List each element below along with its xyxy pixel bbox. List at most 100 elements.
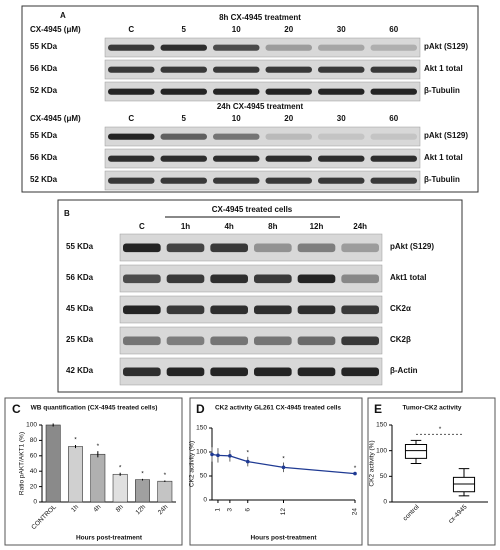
significance: * bbox=[97, 443, 100, 450]
lane-label: C bbox=[128, 114, 134, 123]
band bbox=[297, 274, 336, 284]
band bbox=[213, 133, 260, 140]
x-tick-label: CONTROL bbox=[30, 503, 58, 531]
y-tick-label: 60 bbox=[30, 453, 38, 460]
lane-label: C bbox=[139, 222, 145, 231]
band bbox=[254, 305, 292, 315]
lane-label: 1h bbox=[181, 222, 190, 231]
size-label: 56 KDa bbox=[30, 64, 58, 73]
y-tick-label: 100 bbox=[196, 449, 207, 456]
band bbox=[160, 133, 207, 140]
band bbox=[370, 66, 417, 73]
band bbox=[341, 305, 379, 315]
band bbox=[108, 177, 155, 184]
panel-letter: D bbox=[196, 402, 205, 416]
band bbox=[210, 274, 248, 284]
band bbox=[341, 367, 379, 377]
lane-label: 10 bbox=[232, 25, 241, 34]
band bbox=[210, 336, 248, 346]
size-label: 55 KDa bbox=[30, 42, 58, 51]
panel-a-frame bbox=[21, 5, 479, 193]
protein-label: β-Tubulin bbox=[424, 86, 460, 95]
band bbox=[341, 336, 379, 346]
x-tick-label: 4h bbox=[92, 503, 102, 513]
blot-background bbox=[104, 126, 421, 147]
annotation: * bbox=[439, 426, 442, 433]
y-tick-label: 50 bbox=[200, 473, 208, 480]
y-axis-label: CK2 activity (%) bbox=[369, 440, 376, 486]
band bbox=[318, 177, 365, 184]
blot-background bbox=[119, 357, 383, 386]
protein-label: pAkt (S129) bbox=[424, 131, 468, 140]
chart-title: Tumor-CK2 activity bbox=[402, 405, 461, 412]
bar bbox=[90, 453, 106, 503]
significance: * bbox=[246, 450, 249, 457]
blot-background bbox=[119, 295, 383, 324]
band bbox=[297, 367, 336, 377]
band bbox=[318, 133, 365, 140]
band bbox=[123, 274, 161, 284]
significance: * bbox=[74, 437, 77, 444]
protein-label: pAkt (S129) bbox=[390, 242, 434, 251]
band bbox=[213, 155, 260, 162]
band bbox=[254, 336, 292, 346]
panel-e-frame bbox=[367, 397, 496, 546]
lane-label: 8h bbox=[268, 222, 277, 231]
band bbox=[297, 336, 336, 346]
protein-label: β-Tubulin bbox=[424, 175, 460, 184]
panel-d-frame bbox=[189, 397, 363, 546]
band bbox=[166, 367, 205, 377]
x-tick-label: control bbox=[402, 503, 421, 522]
dose-label: CX-4945 (μM) bbox=[30, 114, 81, 123]
significance: * bbox=[141, 471, 144, 478]
x-tick-label: 12h bbox=[135, 503, 148, 516]
protein-label: Akt 1 total bbox=[424, 153, 463, 162]
lane-label: 10 bbox=[232, 114, 241, 123]
x-tick-label: 12 bbox=[280, 508, 287, 516]
point bbox=[228, 454, 232, 458]
band bbox=[265, 155, 312, 162]
x-tick-label: 8h bbox=[115, 503, 125, 513]
y-tick-label: 80 bbox=[30, 437, 38, 444]
panel-b-frame bbox=[57, 199, 463, 393]
size-label: 56 KDa bbox=[66, 273, 94, 282]
panel-letter: A bbox=[60, 11, 66, 20]
bar bbox=[45, 424, 61, 503]
blot-title: 24h CX-4945 treatment bbox=[217, 102, 304, 111]
y-tick-label: 150 bbox=[196, 425, 207, 432]
lane-label: C bbox=[128, 25, 134, 34]
size-label: 42 KDa bbox=[66, 366, 94, 375]
significance: * bbox=[119, 464, 122, 471]
lane-label: 30 bbox=[337, 114, 346, 123]
lane-label: 60 bbox=[389, 25, 398, 34]
band bbox=[213, 88, 260, 95]
band bbox=[210, 243, 248, 253]
panel-letter: B bbox=[64, 209, 70, 218]
panel-letter: E bbox=[374, 402, 382, 416]
y-tick-label: 150 bbox=[376, 422, 387, 429]
band bbox=[265, 177, 312, 184]
protein-label: Akt1 total bbox=[390, 273, 426, 282]
blot-background bbox=[119, 264, 383, 293]
band bbox=[123, 336, 161, 346]
lane-label: 24h bbox=[353, 222, 367, 231]
band bbox=[297, 305, 336, 315]
lane-label: 5 bbox=[182, 114, 187, 123]
band bbox=[160, 177, 207, 184]
y-tick-label: 0 bbox=[203, 497, 207, 504]
blot-background bbox=[104, 37, 421, 58]
x-tick-label: 6 bbox=[244, 508, 251, 512]
band bbox=[265, 133, 312, 140]
band bbox=[108, 66, 155, 73]
chart-title: CK2 activity GL261 CX-4945 treated cells bbox=[215, 405, 341, 412]
band bbox=[370, 177, 417, 184]
band bbox=[160, 155, 207, 162]
x-tick-label: 24h bbox=[157, 503, 170, 516]
y-tick-label: 0 bbox=[383, 499, 387, 506]
lane-label: 20 bbox=[284, 25, 293, 34]
band bbox=[254, 243, 292, 253]
band bbox=[160, 88, 207, 95]
x-tick-label: 1h bbox=[70, 503, 80, 513]
point bbox=[245, 459, 250, 464]
y-tick-label: 100 bbox=[26, 422, 37, 429]
